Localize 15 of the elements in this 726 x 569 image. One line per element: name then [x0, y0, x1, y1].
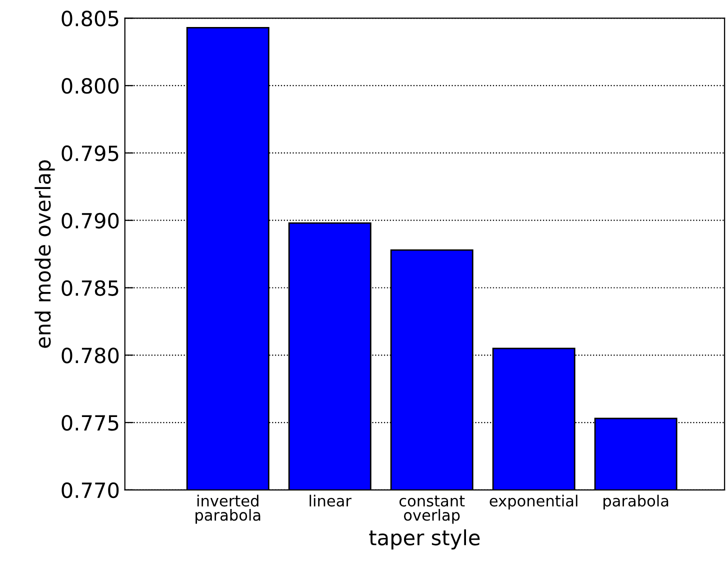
y-tick-label: 0.780: [62, 348, 119, 364]
y-tick-label: 0.775: [62, 414, 118, 431]
y-tick-label: 0.770: [62, 482, 119, 498]
y-tick-label: 0.805: [62, 10, 118, 26]
y-axis-title: end mode overlap: [34, 160, 55, 348]
x-tick-label: constant overlap: [399, 496, 465, 524]
x-tick-label: linear: [310, 494, 352, 507]
x-tick-label: inverted parabola: [196, 494, 260, 524]
x-tick-label: exponential: [490, 494, 578, 510]
x-axis-title: taper style: [369, 529, 480, 550]
y-tick-label: 0.800: [62, 78, 119, 94]
y-tick-label: 0.795: [62, 145, 118, 162]
x-tick-label: parabola: [604, 494, 668, 510]
y-tick-label: 0.790: [62, 212, 119, 229]
y-tick-label: 0.785: [62, 280, 118, 296]
